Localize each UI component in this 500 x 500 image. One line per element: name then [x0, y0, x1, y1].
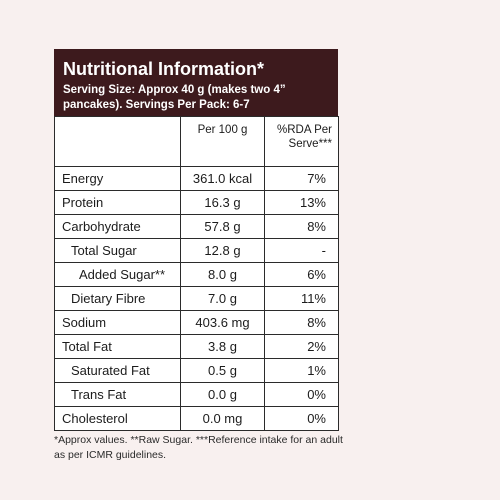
- nutrient-value: 0.0 mg: [180, 406, 265, 431]
- nutrient-rda: 6%: [264, 262, 339, 287]
- nutrient-name: Trans Fat: [54, 382, 181, 407]
- nutrition-title: Nutritional Information*: [63, 59, 264, 79]
- table-row: Total Fat 3.8 g 2%: [54, 334, 339, 359]
- table-row: Saturated Fat 0.5 g 1%: [54, 358, 339, 383]
- nutrient-rda: 1%: [264, 358, 339, 383]
- nutrient-value: 8.0 g: [180, 262, 265, 287]
- nutrient-rda: 0%: [264, 406, 339, 431]
- nutrient-rda: 2%: [264, 334, 339, 359]
- nutrient-rda: 11%: [264, 286, 339, 311]
- table-row: Sodium 403.6 mg 8%: [54, 310, 339, 335]
- nutrient-value: 12.8 g: [180, 238, 265, 263]
- nutrient-name: Added Sugar**: [54, 262, 181, 287]
- nutrient-value: 0.5 g: [180, 358, 265, 383]
- nutrient-value: 361.0 kcal: [180, 166, 265, 191]
- table-row: Carbohydrate 57.8 g 8%: [54, 214, 339, 239]
- nutrient-rda: 8%: [264, 214, 339, 239]
- nutrient-name: Protein: [54, 190, 181, 215]
- nutrient-value: 57.8 g: [180, 214, 265, 239]
- table-row: Trans Fat 0.0 g 0%: [54, 382, 339, 407]
- serving-info: Serving Size: Approx 40 g (makes two 4” …: [63, 84, 286, 111]
- nutrition-panel: Nutritional Information* Serving Size: A…: [54, 49, 339, 431]
- nutrition-header: Nutritional Information* Serving Size: A…: [54, 49, 338, 116]
- nutrient-value: 0.0 g: [180, 382, 265, 407]
- table-header-row: Per 100 g %RDA Per Serve***: [54, 116, 339, 167]
- nutrient-rda: 8%: [264, 310, 339, 335]
- table-row: Total Sugar 12.8 g-: [54, 238, 339, 263]
- nutrient-value: 7.0 g: [180, 286, 265, 311]
- table-row: Cholesterol 0.0 mg 0%: [54, 406, 339, 431]
- footnote: *Approx values. **Raw Sugar. ***Referenc…: [54, 434, 343, 461]
- nutrient-name: Saturated Fat: [54, 358, 181, 383]
- nutrient-value: 403.6 mg: [180, 310, 265, 335]
- column-header-per100: Per 100 g: [180, 116, 265, 167]
- table-row: Dietary Fibre 7.0 g 11%: [54, 286, 339, 311]
- nutrient-name: Carbohydrate: [54, 214, 181, 239]
- nutrient-rda: 13%: [264, 190, 339, 215]
- nutrient-name: Dietary Fibre: [54, 286, 181, 311]
- nutrient-name: Total Fat: [54, 334, 181, 359]
- nutrient-name: Energy: [54, 166, 181, 191]
- table-row: Added Sugar** 8.0 g 6%: [54, 262, 339, 287]
- nutrient-value: 16.3 g: [180, 190, 265, 215]
- column-header-rda: %RDA Per Serve***: [264, 116, 339, 167]
- nutrient-name: Total Sugar: [54, 238, 181, 263]
- table-row: Energy 361.0 kcal 7%: [54, 166, 339, 191]
- nutrient-rda: 7%: [264, 166, 339, 191]
- table-row: Protein 16.3 g 13%: [54, 190, 339, 215]
- nutrient-name: Cholesterol: [54, 406, 181, 431]
- column-header-nutrient: [54, 116, 181, 167]
- nutrient-name: Sodium: [54, 310, 181, 335]
- nutrient-rda: 0%: [264, 382, 339, 407]
- nutrient-rda: -: [264, 238, 339, 263]
- nutrition-table: Per 100 g %RDA Per Serve*** Energy 361.0 …: [54, 116, 339, 431]
- nutrient-value: 3.8 g: [180, 334, 265, 359]
